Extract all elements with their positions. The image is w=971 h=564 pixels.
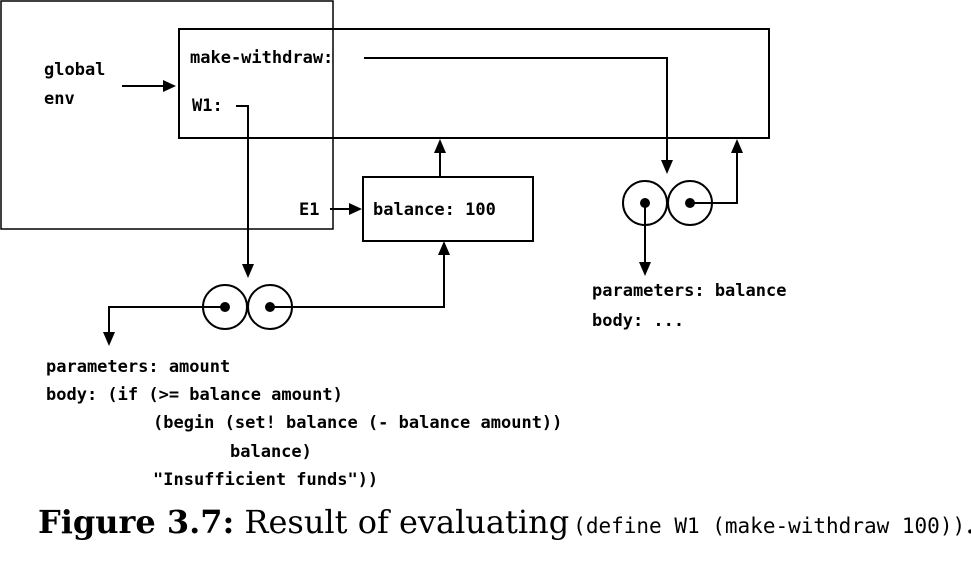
make-withdraw-parameters: parameters: balance [592,281,786,301]
binding-make-withdraw: make-withdraw: [190,48,333,68]
make-withdraw-code-arrowhead [639,262,651,276]
caption-code: (define W1 (make-withdraw 100)) [573,514,966,538]
w1-env-arrowhead [438,241,450,255]
w1-body-line-2: (begin (set! balance (- balance amount)) [153,413,562,433]
w1-code-pointer-line [108,306,225,334]
w1-body-line-4: "Insufficient funds")) [153,470,378,490]
e1-frame-box [362,176,534,242]
e1-enclosing-arrowhead [434,139,446,153]
binding-w1: W1: [192,96,223,116]
figure-number: Figure 3.7: [38,503,235,541]
make-withdraw-pointer-line [364,57,668,162]
e1-label: E1 [299,200,319,220]
w1-env-pointer-line [270,253,445,308]
w1-body-line-3: balance) [230,442,312,462]
w1-code-arrowhead [103,332,115,346]
highlight-rectangle [0,0,334,230]
global-env-arrowhead [163,80,176,92]
e1-binding-balance: balance: 100 [373,200,496,220]
caption-period: . [965,503,971,541]
make-withdraw-body: body: ... [592,311,684,331]
w1-parameters: parameters: amount [46,357,230,377]
w1-pointer-line [236,105,249,266]
make-withdraw-pointer-arrowhead [661,160,673,174]
global-frame-box [178,28,770,139]
make-withdraw-env-arrowhead [731,139,743,153]
global-env-label-line1: global [44,60,105,80]
w1-body-line-1: body: (if (>= balance amount) [46,385,343,405]
global-env-label-line2: env [44,89,75,109]
make-withdraw-env-pointer-line [690,151,738,204]
figure-caption: Figure 3.7: Result of evaluating (define … [38,503,971,541]
e1-label-arrowhead [349,203,362,215]
w1-pointer-arrowhead [242,264,254,278]
caption-text: Result of evaluating [244,503,570,541]
